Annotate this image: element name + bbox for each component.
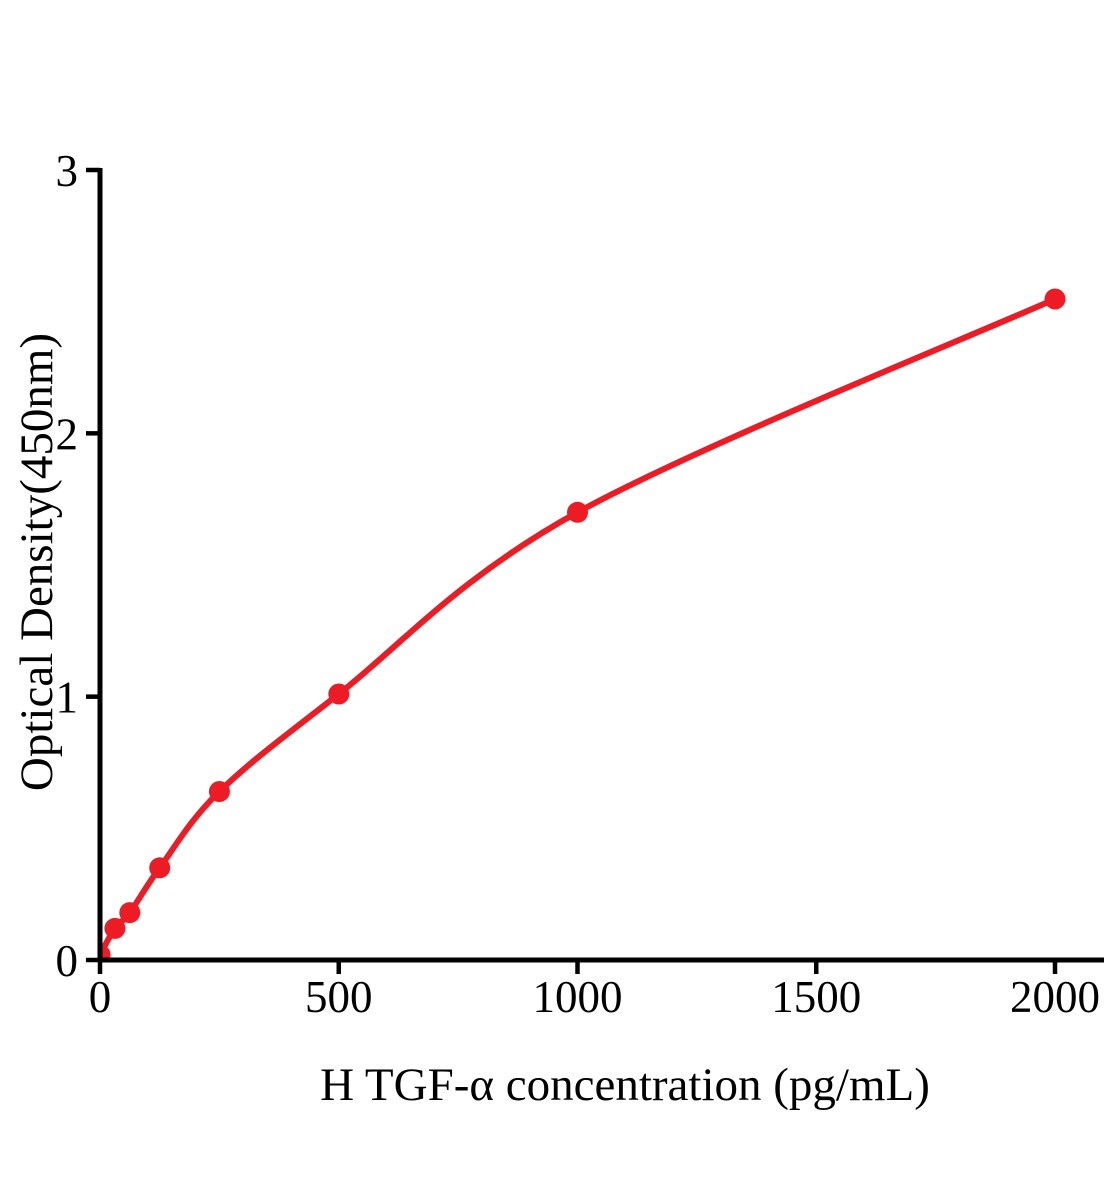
data-point-marker	[119, 902, 141, 924]
data-point-marker	[328, 683, 350, 705]
x-tick-label: 2000	[1010, 972, 1100, 1022]
ticks-layer: 0 500 1000 1500 2000 0 1 2 3	[56, 146, 1101, 1022]
y-tick-label: 2	[56, 409, 79, 459]
data-point-marker	[104, 917, 126, 939]
standard-curve-line	[100, 296, 1058, 958]
x-axis-title: H TGF-α concentration (pg/mL)	[320, 1059, 930, 1111]
x-tick-label: 0	[89, 972, 112, 1022]
series-layer	[100, 288, 1066, 960]
data-point-marker	[567, 501, 588, 523]
y-tick-label: 0	[56, 936, 79, 986]
x-tick-label: 500	[305, 972, 373, 1022]
data-point-marker	[100, 944, 111, 960]
y-axis-title: Optical Density(450nm)	[11, 333, 63, 791]
data-point-marker	[1044, 288, 1066, 310]
data-point-marker	[149, 857, 171, 879]
axes-layer	[97, 168, 1104, 963]
y-tick-label: 3	[56, 146, 79, 196]
x-tick-label: 1000	[533, 972, 623, 1022]
x-tick-label: 1500	[771, 972, 861, 1022]
data-point-marker	[208, 781, 230, 802]
y-tick-label: 1	[56, 673, 79, 723]
